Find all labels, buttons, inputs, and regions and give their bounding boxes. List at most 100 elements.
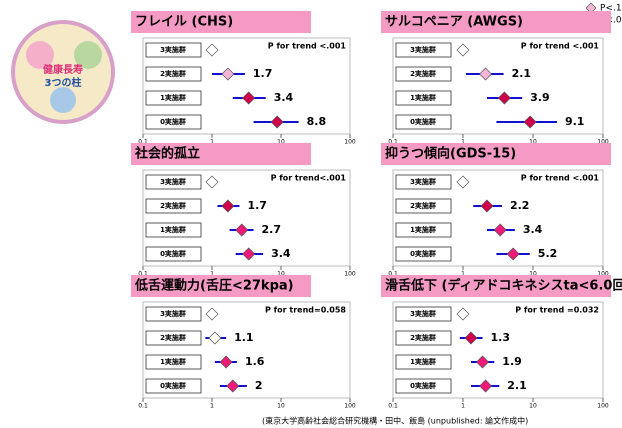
x-tick-label: 100 xyxy=(344,139,356,146)
value-label: 2.2 xyxy=(510,199,530,212)
footer: (東京大学高齢社会総合研究機構・田中、飯島 (unpublished: 論文作成… xyxy=(262,416,528,426)
category-box xyxy=(395,354,452,370)
x-tick-label: 1 xyxy=(461,139,465,146)
category-label: 3実施群 xyxy=(160,177,186,186)
category-label: 3実施群 xyxy=(160,45,186,54)
title-box xyxy=(131,11,311,33)
value-label: 2.1 xyxy=(512,67,532,80)
category-box xyxy=(395,114,452,130)
x-tick-label: 10 xyxy=(529,403,537,410)
point xyxy=(476,355,490,369)
point xyxy=(221,199,235,213)
category-box xyxy=(395,330,452,346)
category-box xyxy=(395,42,452,58)
category-box xyxy=(145,174,202,190)
value-label: 9.1 xyxy=(565,115,585,128)
point xyxy=(497,91,511,105)
point xyxy=(456,43,470,57)
panel-title: フレイル (CHS) xyxy=(135,15,233,30)
value-label: 1.7 xyxy=(247,199,267,212)
x-tick-label: 100 xyxy=(344,271,356,278)
category-box xyxy=(145,246,202,262)
annotation: P for trend <.001 xyxy=(268,42,347,51)
value-label: 3.4 xyxy=(274,91,294,104)
value-label: 8.8 xyxy=(307,115,327,128)
category-box xyxy=(395,66,452,82)
category-label: 2実施群 xyxy=(410,333,436,342)
category-label: 2実施群 xyxy=(160,201,186,210)
value-label: 2 xyxy=(255,379,263,392)
category-label: 0実施群 xyxy=(410,249,436,258)
category-box xyxy=(145,354,202,370)
category-label: 0実施群 xyxy=(410,381,436,390)
point xyxy=(464,331,478,345)
panel-title: 滑舌低下 (ディアドコキネシスta<6.0回/s) xyxy=(385,278,622,294)
category-box xyxy=(145,66,202,82)
category-label: 3実施群 xyxy=(410,177,436,186)
category-box xyxy=(395,246,452,262)
point xyxy=(219,355,233,369)
point xyxy=(506,247,520,261)
category-box xyxy=(145,114,202,130)
point xyxy=(270,115,284,129)
category-box xyxy=(145,306,202,322)
x-tick-label: 10 xyxy=(529,271,537,278)
x-tick-label: 10 xyxy=(277,139,285,146)
point xyxy=(226,379,240,393)
value-label: 3.9 xyxy=(530,91,550,104)
value-label: 1.1 xyxy=(234,331,254,344)
point xyxy=(493,223,507,237)
point xyxy=(456,175,470,189)
x-tick-label: 1 xyxy=(461,403,465,410)
annotation: P for trend<.001 xyxy=(271,174,347,183)
title-box xyxy=(381,275,611,297)
category-label: 1実施群 xyxy=(160,225,186,234)
category-box xyxy=(145,378,202,394)
x-tick-label: 100 xyxy=(344,403,356,410)
category-label: 0実施群 xyxy=(160,381,186,390)
x-tick-label: 0.1 xyxy=(388,271,398,278)
value-label: 5.2 xyxy=(538,247,558,260)
x-tick-label: 0.1 xyxy=(138,271,148,278)
point xyxy=(479,67,493,81)
logo-icon xyxy=(50,87,76,113)
value-label: 3.4 xyxy=(271,247,291,260)
point xyxy=(456,307,470,321)
category-label: 1実施群 xyxy=(160,357,186,366)
category-box xyxy=(145,330,202,346)
logo-icon xyxy=(74,41,102,69)
category-label: 2実施群 xyxy=(410,69,436,78)
category-label: 3実施群 xyxy=(410,309,436,318)
category-label: 1実施群 xyxy=(160,93,186,102)
point xyxy=(205,43,219,57)
category-label: 3実施群 xyxy=(160,309,186,318)
title-box xyxy=(131,143,311,165)
title-box xyxy=(131,275,311,297)
category-box xyxy=(145,42,202,58)
x-tick-label: 0.1 xyxy=(388,139,398,146)
x-tick-label: 1 xyxy=(210,271,214,278)
point xyxy=(480,199,494,213)
point xyxy=(205,175,219,189)
category-box xyxy=(395,90,452,106)
annotation: P for trend=0.058 xyxy=(265,306,346,315)
category-label: 2実施群 xyxy=(410,201,436,210)
category-label: 1実施群 xyxy=(410,93,436,102)
x-tick-label: 10 xyxy=(529,139,537,146)
category-box xyxy=(145,198,202,214)
point xyxy=(235,223,249,237)
category-box xyxy=(145,90,202,106)
category-box xyxy=(395,198,452,214)
x-tick-label: 10 xyxy=(277,271,285,278)
x-tick-label: 1 xyxy=(210,139,214,146)
value-label: 1.3 xyxy=(491,331,511,344)
x-tick-label: 1 xyxy=(461,271,465,278)
x-tick-label: 100 xyxy=(597,271,609,278)
value-label: 1.9 xyxy=(502,355,521,368)
point xyxy=(242,247,256,261)
logo-text: 3つの柱 xyxy=(45,76,82,89)
category-box xyxy=(395,174,452,190)
category-box xyxy=(395,378,452,394)
panel-title: 抑うつ傾向(GDS-15) xyxy=(385,146,516,162)
logo-icon xyxy=(26,41,54,69)
